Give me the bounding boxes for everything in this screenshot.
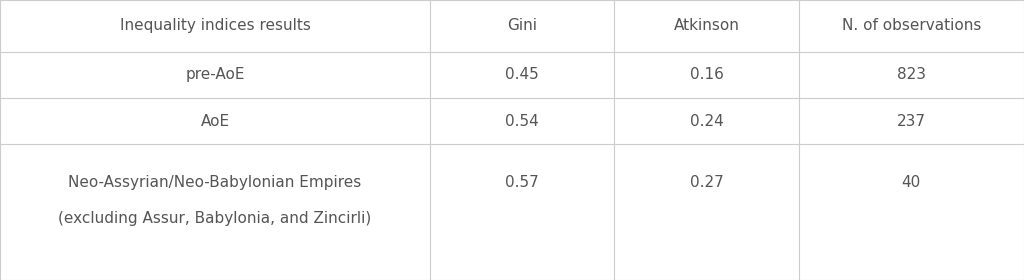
Text: N. of observations: N. of observations <box>842 18 981 33</box>
Text: 0.54: 0.54 <box>506 114 539 129</box>
Text: (excluding Assur, Babylonia, and Zincirli): (excluding Assur, Babylonia, and Zincirl… <box>58 211 372 227</box>
Text: pre-AoE: pre-AoE <box>185 67 245 82</box>
Text: 0.57: 0.57 <box>506 175 539 190</box>
Text: Neo-Assyrian/Neo-Babylonian Empires: Neo-Assyrian/Neo-Babylonian Empires <box>69 175 361 190</box>
Text: Gini: Gini <box>507 18 538 33</box>
Text: 237: 237 <box>897 114 926 129</box>
Text: 40: 40 <box>902 175 921 190</box>
Text: Atkinson: Atkinson <box>674 18 739 33</box>
Text: 823: 823 <box>897 67 926 82</box>
Text: AoE: AoE <box>201 114 229 129</box>
Text: 0.24: 0.24 <box>690 114 723 129</box>
Text: Inequality indices results: Inequality indices results <box>120 18 310 33</box>
Text: 0.45: 0.45 <box>506 67 539 82</box>
Text: 0.16: 0.16 <box>689 67 724 82</box>
Text: 0.27: 0.27 <box>690 175 723 190</box>
